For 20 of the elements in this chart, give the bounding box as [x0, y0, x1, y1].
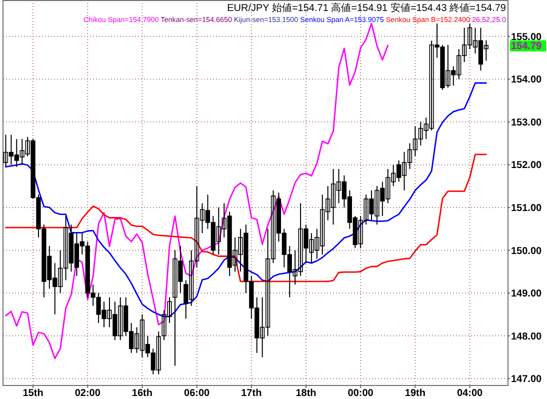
y-tick-label: 151.00 — [511, 202, 542, 214]
y-tick-label: 149.00 — [511, 288, 542, 300]
annotation: EUR/JPY 始値=154.71 高値=154.91 安値=154.43 終値=154.79 — [227, 2, 506, 14]
x-tick-label: 16th — [132, 388, 152, 399]
x-tick-label: 18th — [296, 388, 316, 399]
x-tick-label: 17th — [241, 388, 262, 399]
x-tick-label: 06:00 — [184, 388, 210, 399]
x-tick-label: 19th — [404, 388, 426, 399]
x-tick-label: 04:00 — [456, 388, 484, 399]
y-tick-label: 147.00 — [511, 374, 542, 386]
text: 154.79 — [511, 40, 542, 52]
y-tick-label: 152.00 — [511, 160, 542, 172]
x-tick-label: 15th — [22, 388, 44, 399]
y-tick-label: 154.00 — [511, 74, 542, 86]
y-tick-label: 148.00 — [511, 331, 542, 342]
y-tick-label: 155.00 — [511, 32, 542, 43]
x-tick-label: 02:00 — [74, 388, 101, 399]
y-tick-label: 153.00 — [511, 117, 542, 128]
x-tick-label: 00:00 — [348, 388, 374, 399]
y-tick-label: 150.00 — [511, 246, 542, 257]
